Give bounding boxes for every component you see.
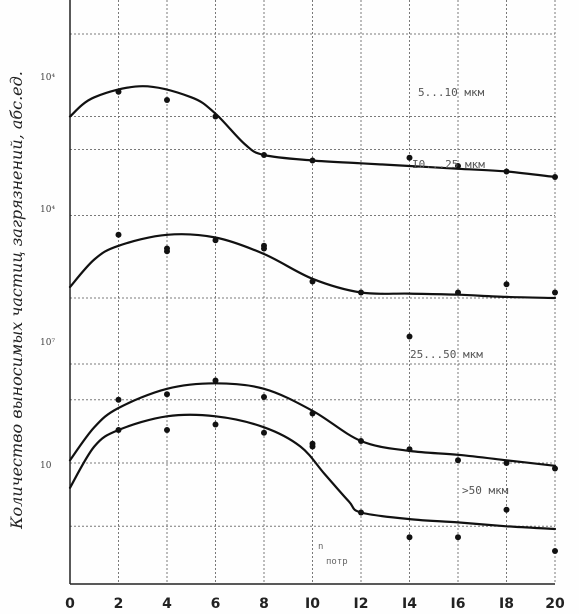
x-note-subscript: потр bbox=[326, 557, 348, 567]
data-point bbox=[552, 465, 558, 472]
y-tick-label: 10⁷ bbox=[40, 338, 55, 348]
data-point bbox=[261, 152, 267, 158]
y-axis-title: Количество выносимых частиц загрязнений,… bbox=[7, 71, 26, 530]
data-point bbox=[406, 154, 413, 161]
y-tick-label: 10⁴ bbox=[40, 205, 55, 215]
data-point bbox=[261, 394, 267, 400]
x-tick-label: 20 bbox=[545, 596, 565, 612]
data-point bbox=[212, 113, 219, 120]
data-point bbox=[455, 457, 461, 464]
x-tick-label: I0 bbox=[305, 596, 320, 612]
data-point bbox=[503, 506, 510, 513]
x-tick-label: I6 bbox=[451, 596, 466, 612]
data-point bbox=[406, 446, 413, 453]
data-point bbox=[164, 391, 170, 398]
x-tick-label: 6 bbox=[211, 596, 221, 612]
x-tick-label: 4 bbox=[162, 596, 172, 612]
data-point bbox=[455, 163, 461, 169]
data-point bbox=[358, 438, 364, 444]
x-tick-label: 2 bbox=[114, 596, 124, 612]
data-point bbox=[115, 427, 122, 433]
series-label: 5...10 мкм bbox=[418, 86, 485, 99]
data-point bbox=[455, 534, 461, 541]
series-label: >50 мкм bbox=[462, 484, 509, 497]
data-point bbox=[358, 289, 364, 296]
data-point bbox=[503, 460, 510, 466]
data-point bbox=[552, 289, 558, 296]
data-point bbox=[164, 97, 170, 103]
series-line bbox=[68, 413, 557, 531]
data-point bbox=[552, 174, 558, 180]
data-point bbox=[503, 281, 510, 288]
data-point bbox=[455, 289, 461, 296]
data-point bbox=[212, 237, 219, 244]
x-tick-label: 8 bbox=[259, 596, 269, 612]
x-tick-label: I2 bbox=[354, 596, 369, 612]
x-note-main: n bbox=[318, 542, 323, 552]
data-point bbox=[552, 548, 558, 554]
data-point bbox=[309, 443, 316, 450]
data-point bbox=[358, 509, 364, 516]
series-label: 25...50 мкм bbox=[410, 348, 483, 361]
data-point bbox=[309, 157, 316, 164]
x-tick-label: 0 bbox=[65, 596, 75, 612]
data-point bbox=[115, 231, 122, 238]
y-tick-label: 10 bbox=[40, 461, 52, 471]
x-tick-label: I8 bbox=[499, 596, 514, 612]
series-line bbox=[68, 382, 557, 467]
data-point bbox=[212, 377, 219, 384]
data-point bbox=[406, 333, 413, 340]
data-point bbox=[406, 534, 413, 541]
data-point bbox=[115, 88, 122, 95]
series-points bbox=[115, 88, 558, 554]
data-point bbox=[115, 396, 122, 403]
data-point bbox=[164, 248, 170, 255]
x-tick-label: I4 bbox=[402, 596, 417, 612]
data-point bbox=[309, 410, 316, 417]
data-point bbox=[309, 278, 316, 285]
series-line bbox=[68, 233, 557, 300]
data-point bbox=[212, 421, 219, 428]
data-point bbox=[261, 245, 267, 252]
y-tick-label: 10⁴ bbox=[40, 73, 55, 83]
labels: 0 2 4 6 8 I0 I2 I4 I6 I8 20 10⁴ 10⁴ 10⁷ 10 Количество в… bbox=[7, 71, 565, 612]
data-point bbox=[164, 427, 170, 433]
data-point bbox=[503, 168, 510, 175]
data-point bbox=[261, 429, 267, 436]
series-label: I0...25 мкм bbox=[412, 158, 485, 171]
